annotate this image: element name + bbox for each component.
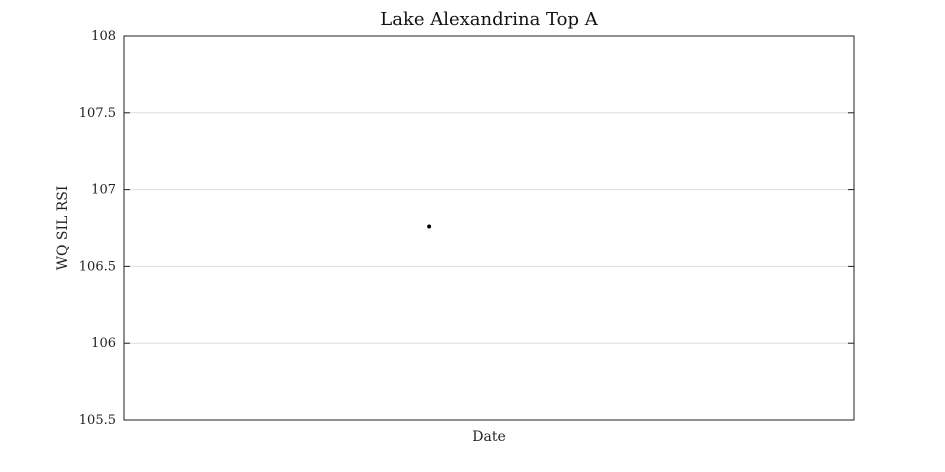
y-tick-label: 107 [91, 183, 116, 198]
y-tick-label: 105.5 [79, 413, 116, 428]
y-tick-label: 107.5 [79, 106, 116, 121]
x-axis-label: Date [472, 429, 505, 445]
data-points [427, 224, 432, 229]
gridlines [124, 112, 854, 344]
data-point [427, 224, 432, 229]
plot-frame [123, 35, 855, 421]
y-axis-label: WQ SIL RSI [55, 186, 71, 271]
y-axis-ticks: 105.5 106 106.5 107 107.5 108 [79, 29, 854, 428]
y-tick-label: 106.5 [79, 259, 116, 274]
y-tick-label: 108 [91, 29, 116, 44]
y-tick-label: 106 [91, 336, 116, 351]
chart-title: Lake Alexandrina Top A [380, 9, 598, 30]
